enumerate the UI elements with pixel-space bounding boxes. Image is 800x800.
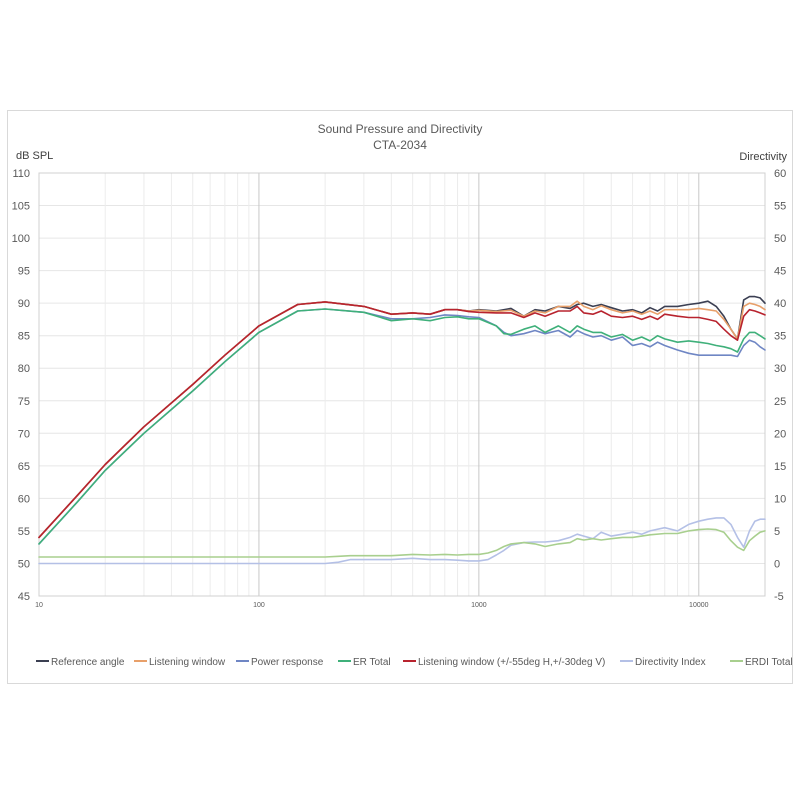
y-tick-label: 80 bbox=[18, 363, 30, 375]
y-tick-label: 70 bbox=[18, 428, 30, 440]
chart-title: Sound Pressure and Directivity bbox=[318, 122, 483, 136]
y2-tick-label: 45 bbox=[774, 266, 786, 278]
grid bbox=[38, 172, 766, 597]
chart-subtitle: CTA-2034 bbox=[373, 138, 427, 152]
y-tick-label: 105 bbox=[12, 201, 30, 213]
legend-label-power-response: Power response bbox=[251, 657, 324, 668]
plot-area-border bbox=[38, 172, 766, 597]
y-tick-label: 100 bbox=[12, 233, 30, 245]
y-tick-label: 55 bbox=[18, 526, 30, 538]
y-tick-label: 60 bbox=[18, 493, 30, 505]
legend: Reference angle Listening window Power res… bbox=[36, 657, 793, 668]
y2-tick-label: 60 bbox=[774, 168, 786, 180]
y2-tick-label: 0 bbox=[774, 558, 780, 570]
x-tick-label: 10 bbox=[35, 602, 43, 609]
y2-tick-label: 10 bbox=[774, 493, 786, 505]
y2-tick-label: 30 bbox=[774, 363, 786, 375]
series-line-directivity-index bbox=[38, 517, 766, 565]
y2-tick-label: 55 bbox=[774, 201, 786, 213]
y-tick-label: 110 bbox=[12, 168, 30, 180]
legend-label-directivity-index: Directivity Index bbox=[635, 657, 706, 668]
y-axis-label: dB SPL bbox=[16, 150, 53, 162]
series-line-reference-angle bbox=[38, 295, 766, 539]
y2-axis-label: Directivity bbox=[739, 151, 787, 163]
y2-tick-label: 20 bbox=[774, 428, 786, 440]
series-line-listening-window-55deg-h-30deg-v bbox=[38, 301, 766, 539]
y2-tick-label: 40 bbox=[774, 298, 786, 310]
series-line-er-total bbox=[38, 308, 766, 545]
y2-tick-label: 5 bbox=[774, 526, 780, 538]
y-tick-label: 45 bbox=[18, 591, 30, 603]
series-lines bbox=[38, 295, 766, 565]
y-tick-label: 95 bbox=[18, 266, 30, 278]
y-tick-label: 75 bbox=[18, 396, 30, 408]
legend-label-listening-window-55deg-h-30deg-v: Listening window (+/-55deg H,+/-30deg V) bbox=[418, 657, 605, 668]
y2-tick-label: 50 bbox=[774, 233, 786, 245]
legend-label-listening-window: Listening window bbox=[149, 657, 226, 668]
y2-tick-label: 35 bbox=[774, 331, 786, 343]
y-tick-label: 85 bbox=[18, 331, 30, 343]
y-tick-label: 90 bbox=[18, 298, 30, 310]
x-tick-label: 100 bbox=[253, 602, 265, 609]
y2-tick-label: -5 bbox=[774, 591, 784, 603]
legend-label-er-total: ER Total bbox=[353, 657, 391, 668]
x-tick-label: 1000 bbox=[471, 602, 487, 609]
legend-label-reference-angle: Reference angle bbox=[51, 657, 125, 668]
y2-tick-label: 15 bbox=[774, 461, 786, 473]
y-tick-label: 65 bbox=[18, 461, 30, 473]
axis-ticks: 45 50 55 60 65 70 75 80 85 90 95 100 105 110 -5 0 5 10 15 2… bbox=[12, 168, 787, 609]
x-tick-label: 10000 bbox=[689, 602, 709, 609]
series-line-power-response bbox=[38, 308, 766, 545]
y-tick-label: 50 bbox=[18, 558, 30, 570]
legend-label-erdi-total: ERDI Total bbox=[745, 657, 793, 668]
y2-tick-label: 25 bbox=[774, 396, 786, 408]
series-line-erdi-total bbox=[38, 528, 766, 558]
